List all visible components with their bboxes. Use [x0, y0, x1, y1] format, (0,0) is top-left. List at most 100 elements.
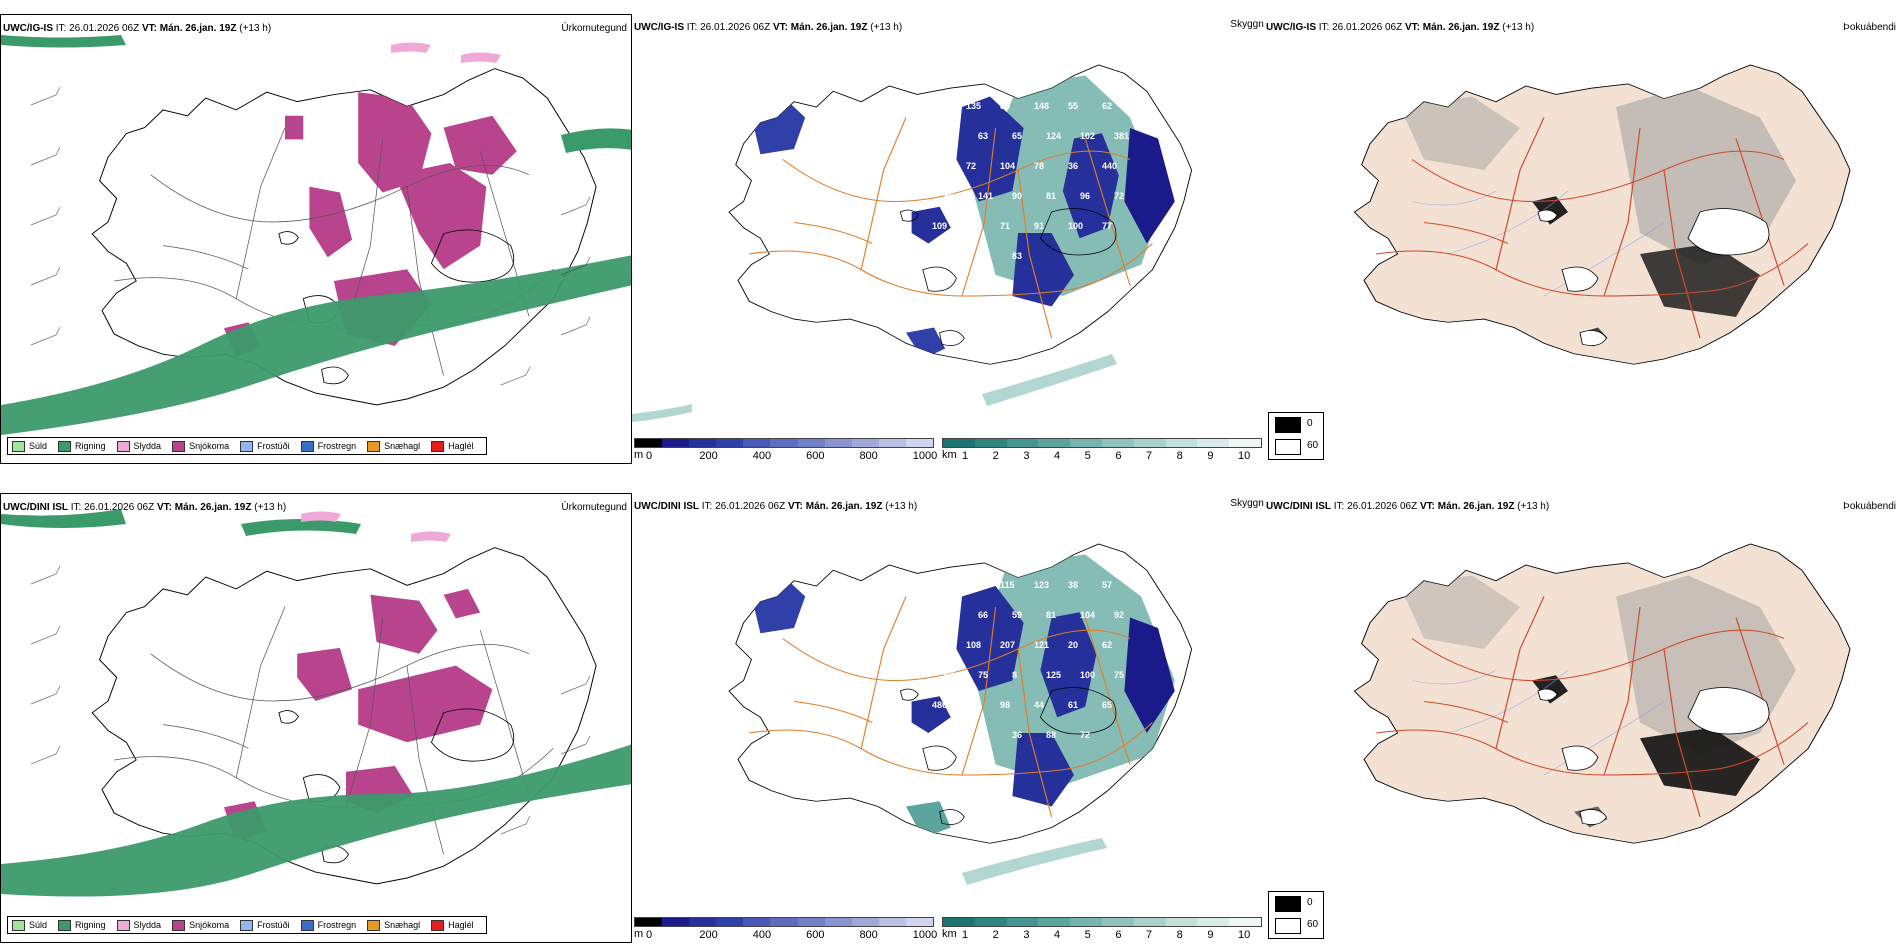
colorbar-tick: 7	[1146, 450, 1153, 462]
ceiling-label: 91	[1034, 221, 1044, 231]
legend-item: Snjókoma	[172, 919, 229, 931]
legend-item: Frostúði	[240, 919, 290, 931]
ceiling-label: 141	[978, 191, 993, 201]
ceiling-label: 440	[1102, 161, 1117, 171]
ceiling-label: 135	[966, 101, 981, 111]
colorbar-segment	[1197, 918, 1230, 926]
visibility-map-bottom: 139 106 115 123 38 57 52 66 59 81 104 92 111 108 207 12…	[728, 543, 1193, 885]
colorbar-tick: 1	[962, 929, 969, 941]
ceiling-label: 85	[944, 191, 954, 201]
ceiling-label: 104	[1000, 161, 1015, 171]
ceiling-label: 100	[1068, 221, 1083, 231]
ceiling-label: 88	[1046, 730, 1056, 740]
panel-header: UWC/DINI ISL IT: 26.01.2026 06Z VT: Mán.…	[3, 502, 287, 513]
ceiling-label: 81	[1046, 191, 1056, 201]
ceiling-label: 75	[978, 670, 988, 680]
panel-header: UWC/DINI ISL IT: 26.01.2026 06Z VT: Mán.…	[634, 501, 918, 512]
colorbar-segment	[716, 918, 744, 926]
colorbar-tick: 1000	[912, 929, 938, 941]
colorbar-tick: 600	[806, 450, 825, 462]
ceiling-label: 121	[1034, 640, 1049, 650]
colorbar-tick: 200	[699, 929, 718, 941]
colorbar-segment	[974, 918, 1007, 926]
colorbar-segment	[716, 439, 744, 447]
ceiling-label: 102	[1080, 131, 1095, 141]
precip-type-panel-top: UWC/IG-IS IT: 26.01.2026 06Z VT: Mán. 26…	[0, 14, 632, 464]
ceiling-label: 486	[932, 700, 947, 710]
ceiling-label: 125	[1046, 670, 1061, 680]
colorbar-tick: 8	[1176, 929, 1183, 941]
legend-item: Súld	[12, 440, 47, 452]
precip-legend: Súld Rigning Slydda Snjókoma Frostúði Fr…	[7, 437, 487, 455]
ceiling-label: 148	[1034, 101, 1049, 111]
ceiling-label: 381	[1114, 131, 1129, 141]
visibility-map-top: 304 135 83 148 55 62 39 63 65 124 102 381 173 72 104 78…	[632, 64, 1193, 422]
colorbar-tick: 1	[962, 450, 969, 462]
legend-item: Haglél	[431, 919, 474, 931]
fog-panel-bottom: UWC/DINI ISL IT: 26.01.2026 06Z VT: Mán.…	[1264, 493, 1900, 943]
ceiling-label: 304	[932, 101, 947, 111]
legend-item: Frostúði	[240, 440, 290, 452]
colorbar-segment	[1133, 918, 1166, 926]
legend-item: Slydda	[116, 919, 161, 931]
ceiling-label: 90	[1012, 191, 1022, 201]
colorbar-segment	[1229, 918, 1261, 926]
ceiling-label: 69	[944, 670, 954, 680]
colorbar-tick: 7	[1146, 929, 1153, 941]
panel-type-label: Skyggni	[1230, 498, 1264, 509]
wind-barbs	[30, 86, 591, 386]
colorbar-segment	[943, 918, 975, 926]
precip-type-panel-bottom: UWC/DINI ISL IT: 26.01.2026 06Z VT: Mán.…	[0, 493, 632, 943]
ceiling-label: 83	[1012, 251, 1022, 261]
visibility-panel-bottom: 139 106 115 123 38 57 52 66 59 81 104 92 111 108 207 12…	[632, 493, 1264, 943]
colorbar-tick: 10	[1238, 929, 1251, 941]
ceiling-label: 124	[1046, 131, 1061, 141]
visibility-colorbar: 1 2 3 4 5 6 7 8 9 10 km	[942, 917, 1262, 941]
ceiling-label: 81	[1046, 610, 1056, 620]
ceiling-label: 106	[966, 580, 981, 590]
ceiling-label: 75	[1114, 670, 1124, 680]
ceiling-label: 71	[1000, 221, 1010, 231]
fog-legend: 0 60	[1268, 412, 1324, 460]
colorbar-tick: 4	[1054, 450, 1061, 462]
colorbar-segment	[1197, 439, 1230, 447]
colorbar-tick: 3	[1023, 450, 1030, 462]
colorbar-segment	[743, 439, 771, 447]
colorbar-tick: 2	[992, 929, 999, 941]
ceiling-label: 104	[1080, 610, 1095, 620]
legend-item: Frostregn	[300, 440, 356, 452]
colorbar-segment	[662, 918, 690, 926]
legend-item: Snjókoma	[172, 440, 229, 452]
colorbar-segment	[1070, 439, 1102, 447]
colorbar-tick: 800	[859, 929, 878, 941]
panel-type-label: Úrkomutegund	[561, 23, 627, 34]
ceiling-label: 96	[1080, 191, 1090, 201]
ceiling-label: 52	[944, 610, 954, 620]
ceiling-label: 39	[944, 131, 954, 141]
ceiling-label: 38	[978, 251, 988, 261]
ceiling-label: 66	[978, 610, 988, 620]
ceiling-label: 63	[978, 131, 988, 141]
ceiling-label: 108	[966, 640, 981, 650]
colorbar-segment	[905, 439, 934, 447]
legend-item: Haglél	[431, 440, 474, 452]
panel-type-label: Þokuábendi	[1843, 22, 1896, 33]
visibility-unit: km	[942, 928, 957, 940]
panel-type-label: Úrkomutegund	[561, 502, 627, 513]
ceiling-label: 65	[1012, 131, 1022, 141]
colorbar-segment	[1038, 439, 1071, 447]
fog-map-top	[1353, 64, 1851, 365]
ceiling-label: 111	[932, 640, 946, 650]
legend-item: Frostregn	[300, 919, 356, 931]
wind-barbs	[30, 565, 591, 835]
legend-item: Slydda	[116, 440, 161, 452]
colorbar-segment	[770, 439, 798, 447]
ceiling-unit: m	[634, 928, 644, 940]
colorbar-segment	[851, 439, 879, 447]
colorbar-tick: 400	[752, 929, 772, 941]
colorbar-tick: 0	[646, 450, 653, 462]
ceiling-label: 62	[1102, 640, 1112, 650]
fog-panel-top: UWC/IG-IS IT: 26.01.2026 06Z VT: Mán. 26…	[1264, 14, 1900, 464]
ceiling-label: 55	[1068, 101, 1078, 111]
ceiling-label: 139	[932, 580, 947, 590]
